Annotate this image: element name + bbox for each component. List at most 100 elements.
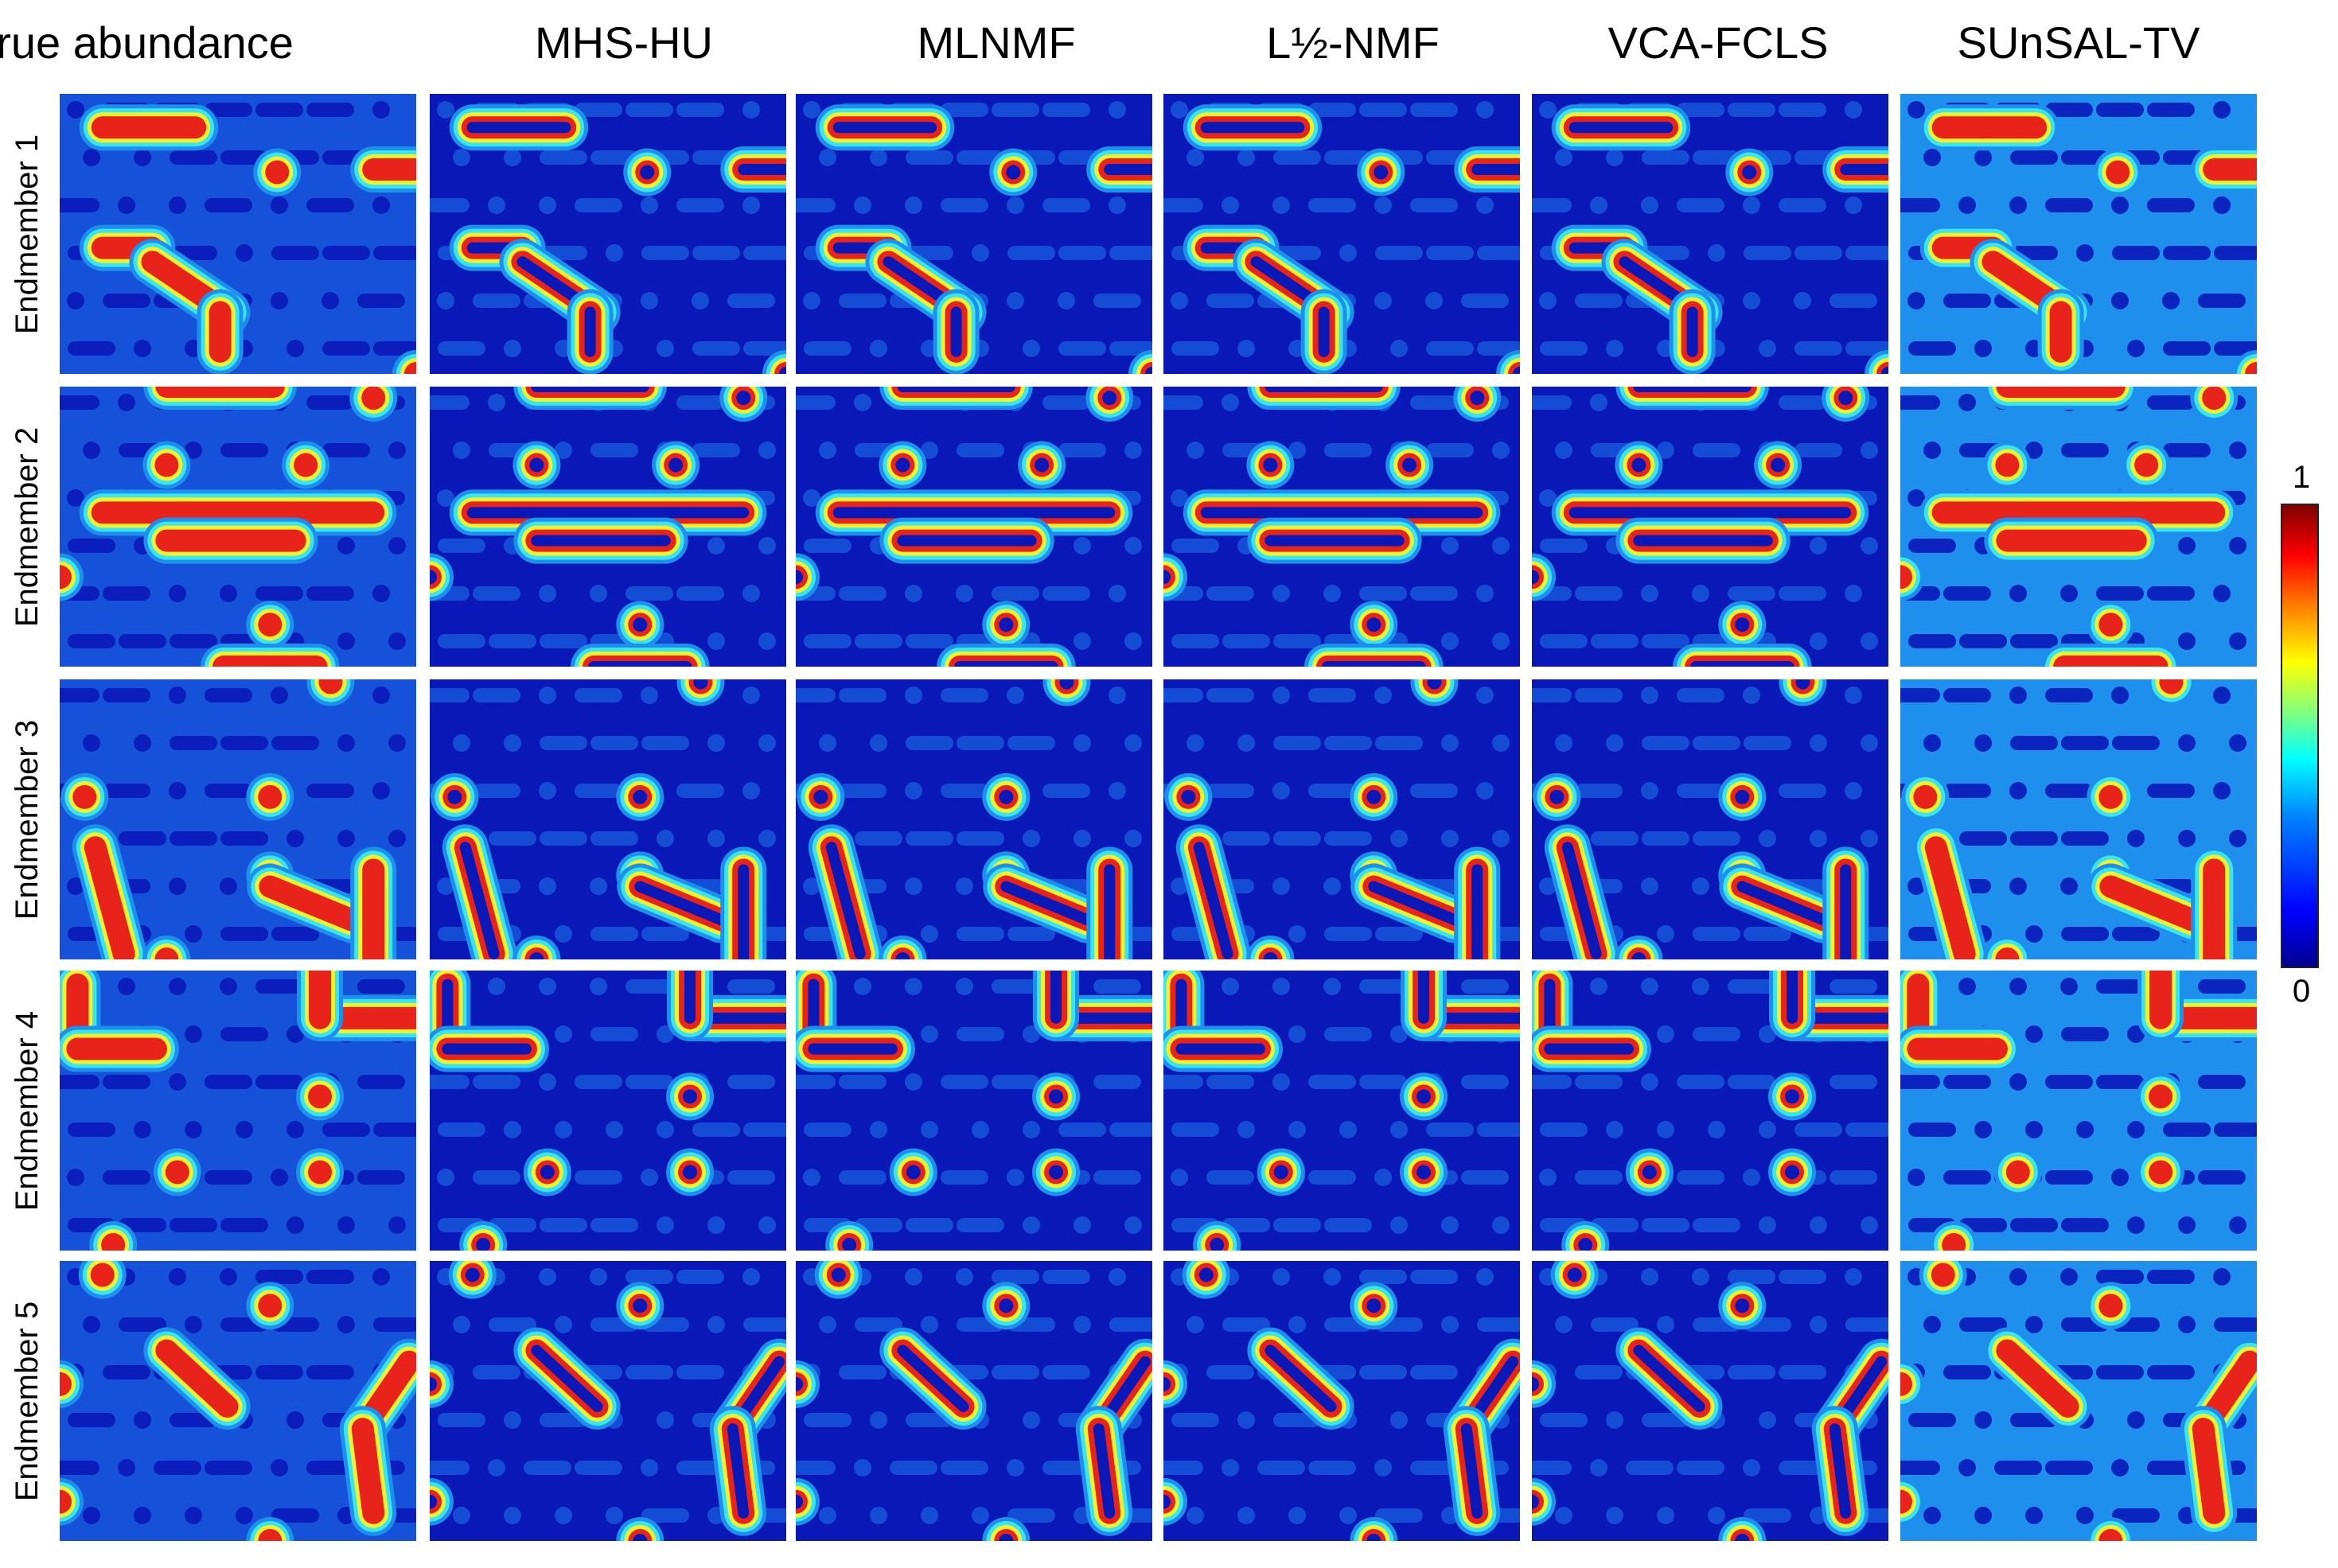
texture-bar	[641, 927, 689, 941]
texture-blob	[1237, 734, 1255, 752]
texture-bar	[1042, 1270, 1090, 1284]
texture-blob	[1590, 978, 1607, 995]
texture-blob	[388, 632, 406, 650]
texture-bar	[575, 784, 622, 798]
abundance-core	[1900, 570, 1907, 585]
texture-blob	[1907, 1169, 1925, 1186]
texture-bar	[1900, 198, 1940, 212]
texture-bar	[590, 443, 638, 457]
texture-blob	[271, 1169, 288, 1186]
texture-bar	[255, 1270, 303, 1284]
texture-blob	[1692, 877, 1709, 895]
texture-blob	[1492, 632, 1510, 650]
texture-bar	[1642, 634, 1689, 648]
texture-blob	[1074, 632, 1091, 650]
texture-bar	[1693, 443, 1740, 457]
texture-blob	[1492, 734, 1510, 752]
texture-blob	[742, 687, 760, 704]
abundance-core	[1900, 1494, 1907, 1509]
abundance-core	[2000, 457, 2015, 473]
texture-blob	[169, 782, 186, 800]
texture-blob	[1390, 1025, 1408, 1043]
texture-blob	[2060, 978, 2078, 995]
texture-blob	[1923, 1316, 1941, 1333]
texture-blob	[555, 1316, 572, 1333]
texture-bar	[1908, 1413, 1956, 1427]
texture-bar	[743, 246, 786, 260]
texture-bar	[1943, 586, 1991, 601]
texture-bar	[1575, 294, 1623, 308]
texture-blob	[972, 244, 989, 262]
texture-bar	[839, 294, 886, 308]
texture-bar	[103, 1365, 150, 1379]
texture-bar	[373, 246, 416, 260]
texture-blob	[921, 925, 938, 943]
abundance-map-panel	[60, 1261, 416, 1541]
texture-bar	[2061, 1218, 2109, 1232]
texture-blob	[67, 1169, 84, 1186]
texture-blob	[286, 340, 304, 357]
texture-bar	[1273, 150, 1321, 165]
abundance-core	[263, 617, 278, 632]
texture-blob	[185, 1316, 202, 1333]
texture-blob	[854, 1459, 871, 1477]
abundance-core	[430, 1376, 437, 1391]
texture-blob	[337, 1216, 355, 1234]
texture-bar	[1693, 1027, 1740, 1041]
texture-bar	[1324, 927, 1372, 941]
texture-bar	[1042, 1461, 1090, 1475]
abundance-core	[1785, 1165, 1800, 1180]
texture-blob	[1845, 585, 1862, 602]
texture-bar	[2147, 103, 2195, 117]
texture-blob	[1641, 687, 1658, 704]
texture-blob	[185, 442, 202, 459]
texture-bar	[1744, 927, 1791, 941]
texture-blob	[1124, 1216, 1142, 1234]
texture-bar	[1171, 341, 1219, 356]
texture-bar	[804, 539, 851, 553]
texture-blob	[1590, 394, 1607, 411]
texture-bar	[1642, 831, 1689, 846]
texture-bar	[1943, 1170, 1991, 1185]
texture-bar	[1693, 831, 1740, 846]
texture-bar	[1532, 198, 1572, 212]
texture-bar	[473, 586, 520, 601]
abundance-core	[640, 165, 655, 180]
texture-blob	[2229, 830, 2246, 847]
texture-blob	[1272, 877, 1290, 895]
texture-bar	[119, 634, 166, 648]
texture-blob	[1023, 1411, 1040, 1429]
colorbar	[2281, 504, 2319, 968]
texture-blob	[1759, 1121, 1776, 1138]
texture-blob	[1288, 1121, 1306, 1138]
abundance-map-panel	[60, 387, 416, 667]
texture-bar	[575, 688, 622, 702]
texture-bar	[590, 927, 638, 941]
texture-blob	[1441, 830, 1459, 847]
texture-blob	[1923, 734, 1941, 752]
texture-blob	[1441, 632, 1459, 650]
texture-blob	[657, 1216, 674, 1234]
texture-bar	[1042, 586, 1090, 601]
abundance-core	[476, 1237, 491, 1251]
abundance-core	[60, 1376, 67, 1391]
texture-blob	[337, 632, 355, 650]
texture-blob	[185, 925, 202, 943]
texture-blob	[1323, 877, 1341, 895]
texture-bar	[2198, 294, 2246, 308]
column-title-mhs-hu: MHS-HU	[535, 18, 713, 68]
texture-bar	[2010, 150, 2058, 165]
texture-blob	[1109, 687, 1126, 704]
texture-blob	[1476, 1268, 1494, 1286]
abundance-core	[683, 1165, 698, 1180]
texture-bar	[1426, 443, 1474, 457]
texture-blob	[1539, 292, 1557, 309]
abundance-core	[727, 1423, 750, 1519]
texture-blob	[1692, 978, 1709, 995]
abundance-core	[1163, 570, 1171, 585]
texture-bar	[1943, 1365, 1991, 1379]
texture-bar	[1677, 1170, 1724, 1185]
abundance-core	[2250, 367, 2257, 374]
texture-bar	[941, 198, 988, 212]
texture-bar	[1308, 103, 1356, 117]
